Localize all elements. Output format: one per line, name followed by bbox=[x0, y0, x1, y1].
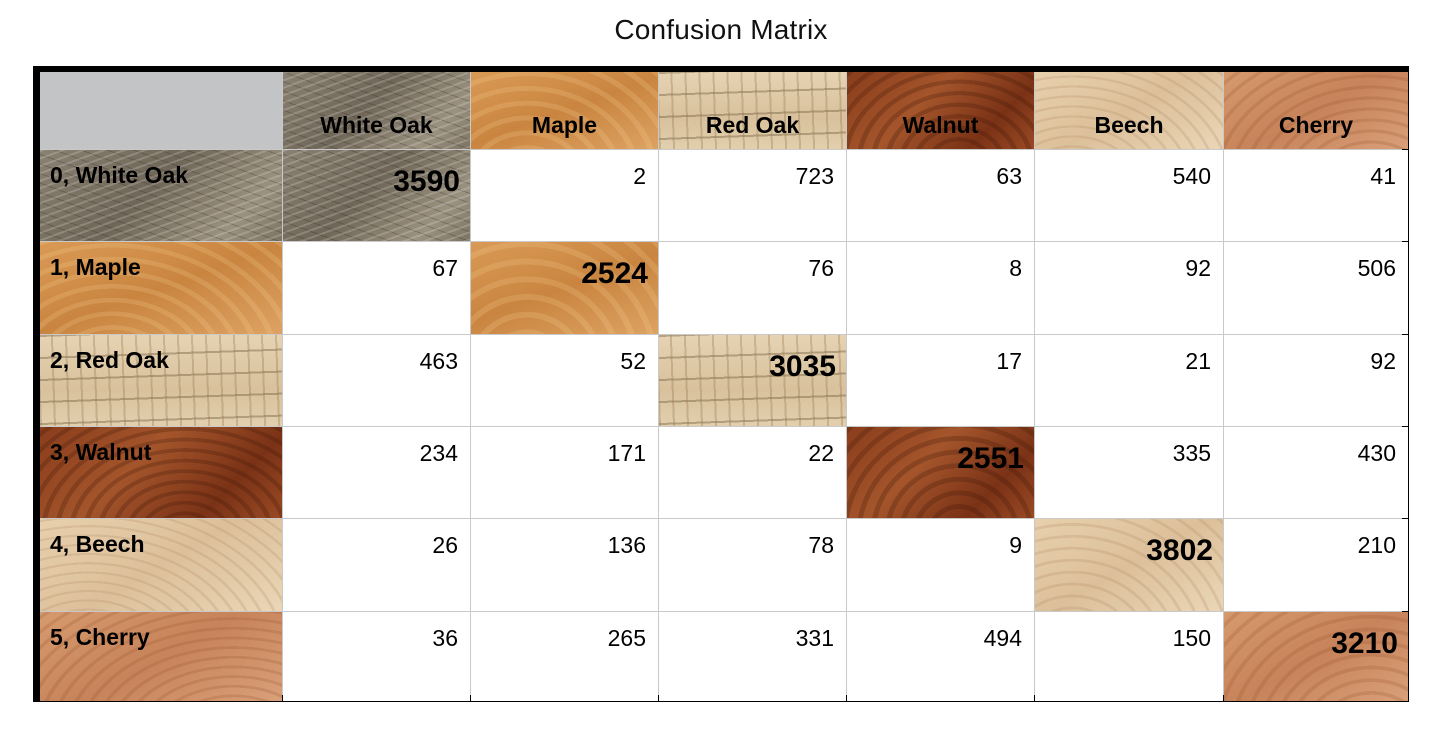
matrix-cell: 67 bbox=[283, 242, 470, 334]
confusion-matrix-grid: White Oak Maple Red Oak Walnut Beech Cherry 0,… bbox=[40, 72, 1408, 701]
matrix-cell: 36 bbox=[283, 612, 470, 701]
matrix-cell: 92 bbox=[1224, 335, 1408, 426]
matrix-cell: 723 bbox=[659, 150, 846, 241]
matrix-cell: 150 bbox=[1035, 612, 1223, 701]
column-header-maple: Maple bbox=[471, 72, 658, 149]
matrix-cell: 8 bbox=[847, 242, 1034, 334]
matrix-cell: 540 bbox=[1035, 150, 1223, 241]
matrix-cell-diagonal: 3210 bbox=[1224, 612, 1408, 701]
matrix-cell-diagonal: 3035 bbox=[659, 335, 846, 426]
corner-cell bbox=[40, 72, 282, 149]
matrix-cell: 41 bbox=[1224, 150, 1408, 241]
row-header-cherry: 5, Cherry bbox=[40, 612, 282, 701]
matrix-cell: 22 bbox=[659, 427, 846, 518]
row-header-maple: 1, Maple bbox=[40, 242, 282, 334]
matrix-cell: 463 bbox=[283, 335, 470, 426]
row-header-white-oak: 0, White Oak bbox=[40, 150, 282, 241]
matrix-cell: 265 bbox=[471, 612, 658, 701]
matrix-cell: 136 bbox=[471, 519, 658, 611]
matrix-cell-diagonal: 2524 bbox=[471, 242, 658, 334]
matrix-cell-diagonal: 2551 bbox=[847, 427, 1034, 518]
matrix-cell-diagonal: 3802 bbox=[1035, 519, 1223, 611]
row-header-beech: 4, Beech bbox=[40, 519, 282, 611]
matrix-cell: 52 bbox=[471, 335, 658, 426]
column-header-white-oak: White Oak bbox=[283, 72, 470, 149]
matrix-cell: 63 bbox=[847, 150, 1034, 241]
matrix-cell: 21 bbox=[1035, 335, 1223, 426]
row-header-red-oak: 2, Red Oak bbox=[40, 335, 282, 426]
column-header-walnut: Walnut bbox=[847, 72, 1034, 149]
column-header-cherry: Cherry bbox=[1224, 72, 1408, 149]
matrix-cell: 506 bbox=[1224, 242, 1408, 334]
matrix-cell: 171 bbox=[471, 427, 658, 518]
matrix-cell: 331 bbox=[659, 612, 846, 701]
matrix-cell: 76 bbox=[659, 242, 846, 334]
matrix-cell: 335 bbox=[1035, 427, 1223, 518]
matrix-cell: 92 bbox=[1035, 242, 1223, 334]
chart-title: Confusion Matrix bbox=[614, 14, 828, 45]
column-header-beech: Beech bbox=[1035, 72, 1223, 149]
row-header-walnut: 3, Walnut bbox=[40, 427, 282, 518]
confusion-matrix-frame: White Oak Maple Red Oak Walnut Beech Cherry 0,… bbox=[33, 66, 1409, 702]
matrix-cell: 430 bbox=[1224, 427, 1408, 518]
column-header-red-oak: Red Oak bbox=[659, 72, 846, 149]
matrix-cell: 78 bbox=[659, 519, 846, 611]
matrix-cell: 9 bbox=[847, 519, 1034, 611]
matrix-cell: 494 bbox=[847, 612, 1034, 701]
matrix-cell: 2 bbox=[471, 150, 658, 241]
matrix-cell: 26 bbox=[283, 519, 470, 611]
matrix-cell: 234 bbox=[283, 427, 470, 518]
matrix-cell: 210 bbox=[1224, 519, 1408, 611]
matrix-cell-diagonal: 3590 bbox=[283, 150, 470, 241]
matrix-cell: 17 bbox=[847, 335, 1034, 426]
